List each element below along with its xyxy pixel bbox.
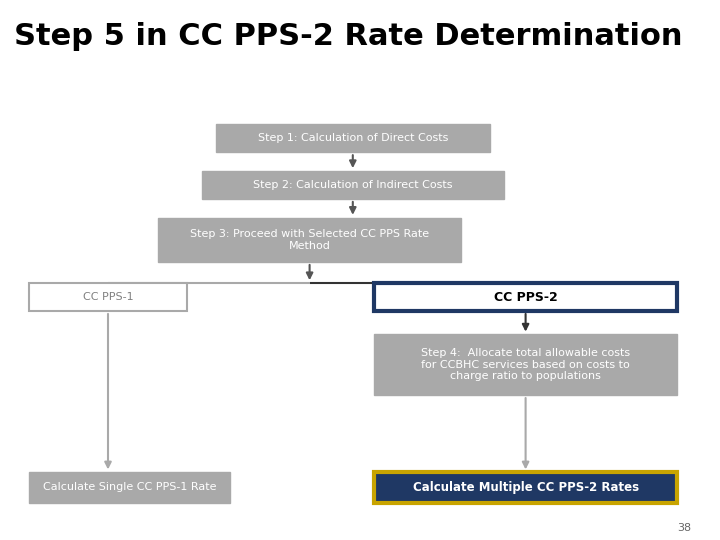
FancyBboxPatch shape	[29, 472, 230, 503]
Text: Step 3: Proceed with Selected CC PPS Rate
Method: Step 3: Proceed with Selected CC PPS Rat…	[190, 229, 429, 251]
Text: Calculate Single CC PPS-1 Rate: Calculate Single CC PPS-1 Rate	[43, 482, 216, 492]
Text: CC PPS-2: CC PPS-2	[494, 291, 557, 303]
FancyBboxPatch shape	[216, 124, 490, 152]
Text: CC PPS-1: CC PPS-1	[83, 292, 133, 302]
Text: Step 4:  Allocate total allowable costs
for CCBHC services based on costs to
cha: Step 4: Allocate total allowable costs f…	[421, 348, 630, 381]
Text: 38: 38	[677, 523, 691, 533]
FancyBboxPatch shape	[374, 334, 677, 395]
Text: Step 2: Calculation of Indirect Costs: Step 2: Calculation of Indirect Costs	[253, 180, 453, 190]
FancyBboxPatch shape	[374, 472, 677, 503]
Text: Step 5 in CC PPS-2 Rate Determination: Step 5 in CC PPS-2 Rate Determination	[14, 22, 683, 51]
FancyBboxPatch shape	[158, 218, 461, 262]
FancyBboxPatch shape	[29, 283, 187, 311]
FancyBboxPatch shape	[374, 283, 677, 311]
FancyBboxPatch shape	[202, 171, 504, 199]
Text: Step 1: Calculation of Direct Costs: Step 1: Calculation of Direct Costs	[258, 133, 448, 143]
Text: Calculate Multiple CC PPS-2 Rates: Calculate Multiple CC PPS-2 Rates	[413, 481, 639, 494]
